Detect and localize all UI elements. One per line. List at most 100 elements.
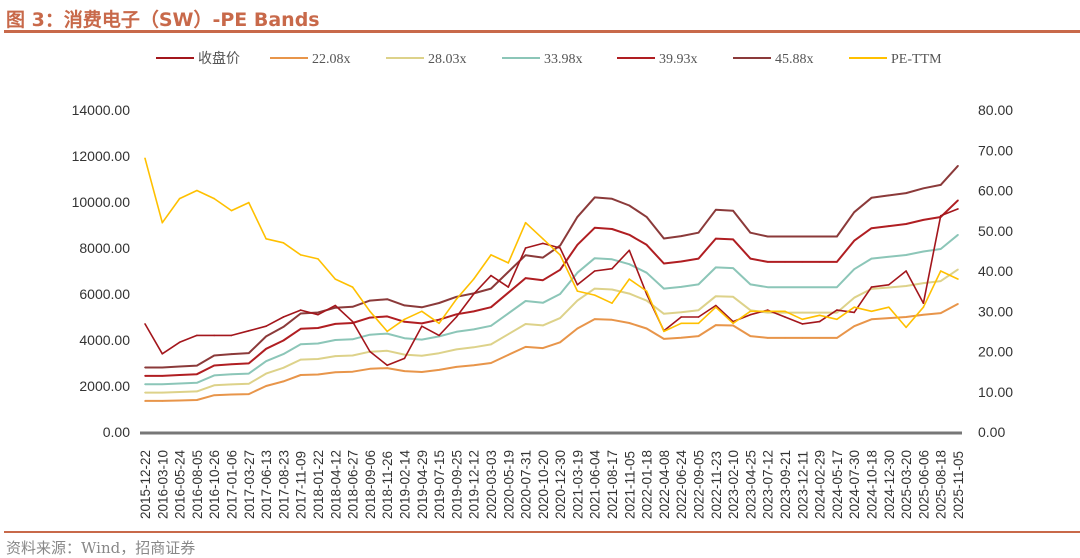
data-point — [766, 261, 769, 263]
data-point — [766, 337, 769, 339]
data-point — [593, 196, 596, 199]
data-point — [784, 261, 786, 263]
data-point — [645, 290, 648, 292]
x-axis-tick: 2020-07-31 — [519, 450, 534, 519]
data-point — [542, 256, 544, 259]
data-point — [282, 326, 285, 328]
data-point — [334, 306, 337, 309]
data-point — [403, 320, 406, 323]
data-point — [144, 391, 146, 394]
x-axis-tick: 2019-12-12 — [467, 450, 482, 519]
data-point — [144, 157, 146, 160]
data-point — [490, 306, 492, 309]
data-point — [299, 312, 302, 315]
x-axis-tick: 2022-01-18 — [640, 450, 655, 519]
series-line-39.93x — [145, 199, 959, 377]
data-point — [870, 318, 873, 321]
data-point — [905, 270, 907, 272]
data-point — [836, 309, 838, 311]
data-point — [576, 284, 579, 286]
data-point — [542, 347, 544, 349]
data-point — [490, 362, 492, 364]
x-axis-tick: 2020-05-19 — [501, 450, 516, 519]
data-point — [593, 294, 596, 296]
x-axis-tick: 2016-10-26 — [207, 450, 222, 519]
data-point — [801, 261, 804, 263]
data-point — [593, 287, 596, 290]
data-point — [801, 318, 804, 321]
data-point — [766, 235, 769, 238]
data-point — [611, 258, 613, 261]
data-point — [766, 286, 769, 289]
right-axis-tick: 30.00 — [978, 303, 1013, 319]
data-point — [957, 199, 959, 202]
series-line-28.03x — [145, 268, 959, 394]
x-axis-tick: 2023-04-25 — [743, 450, 758, 519]
data-point — [144, 400, 146, 402]
data-point — [732, 238, 734, 241]
data-point — [455, 366, 458, 368]
data-point — [922, 306, 925, 309]
data-point — [576, 271, 579, 274]
data-point — [542, 238, 544, 240]
data-point — [455, 298, 458, 300]
data-point — [213, 374, 215, 377]
data-point — [905, 254, 907, 256]
data-point — [455, 313, 458, 316]
data-point — [593, 270, 596, 272]
data-point — [853, 311, 856, 314]
data-point — [386, 364, 388, 367]
data-point — [472, 364, 475, 367]
data-point — [386, 298, 388, 300]
x-axis-tick: 2018-01-22 — [311, 450, 326, 519]
left-axis-tick: 0.00 — [103, 424, 130, 440]
data-point — [265, 238, 267, 240]
data-point — [801, 311, 804, 314]
right-axis-tick: 60.00 — [978, 183, 1013, 199]
data-point — [542, 279, 544, 281]
data-point — [282, 353, 285, 355]
data-point — [697, 322, 700, 325]
source-note: 资料来源：Wind，招商证券 — [6, 539, 196, 557]
data-point — [490, 343, 492, 346]
data-point — [144, 323, 146, 325]
data-point — [334, 371, 337, 374]
data-point — [611, 267, 613, 270]
data-point — [178, 391, 181, 393]
data-point — [420, 306, 423, 309]
x-axis-tick: 2023-02-10 — [726, 450, 741, 519]
data-point — [818, 337, 821, 339]
data-point — [836, 286, 838, 289]
data-point — [299, 343, 302, 346]
data-point — [593, 257, 596, 260]
data-point — [905, 326, 907, 329]
data-point — [853, 239, 856, 242]
data-point — [888, 286, 890, 289]
data-point — [628, 204, 631, 207]
data-point — [472, 346, 475, 349]
x-axis-tick: 2018-06-27 — [346, 450, 361, 519]
data-point — [265, 360, 267, 363]
x-axis-tick: 2024-12-30 — [882, 450, 897, 519]
data-point — [749, 313, 752, 316]
data-point — [559, 293, 561, 295]
data-point — [766, 311, 769, 314]
legend-label: 45.88x — [775, 52, 814, 67]
data-point — [507, 286, 510, 288]
x-axis-tick: 2019-07-15 — [432, 450, 447, 519]
x-axis-tick: 2017-03-27 — [242, 450, 257, 519]
legend-label: 33.98x — [544, 52, 583, 67]
data-point — [905, 285, 907, 287]
data-point — [196, 382, 198, 384]
data-point — [818, 320, 821, 323]
right-axis-tick: 70.00 — [978, 142, 1013, 158]
data-point — [178, 197, 181, 200]
data-point — [715, 237, 717, 240]
data-point — [351, 338, 354, 341]
data-point — [438, 352, 440, 354]
data-point — [455, 331, 458, 333]
footer-divider — [4, 531, 1080, 533]
x-axis-tick: 2016-08-05 — [190, 450, 205, 519]
data-point — [680, 316, 683, 318]
data-point — [299, 309, 302, 311]
